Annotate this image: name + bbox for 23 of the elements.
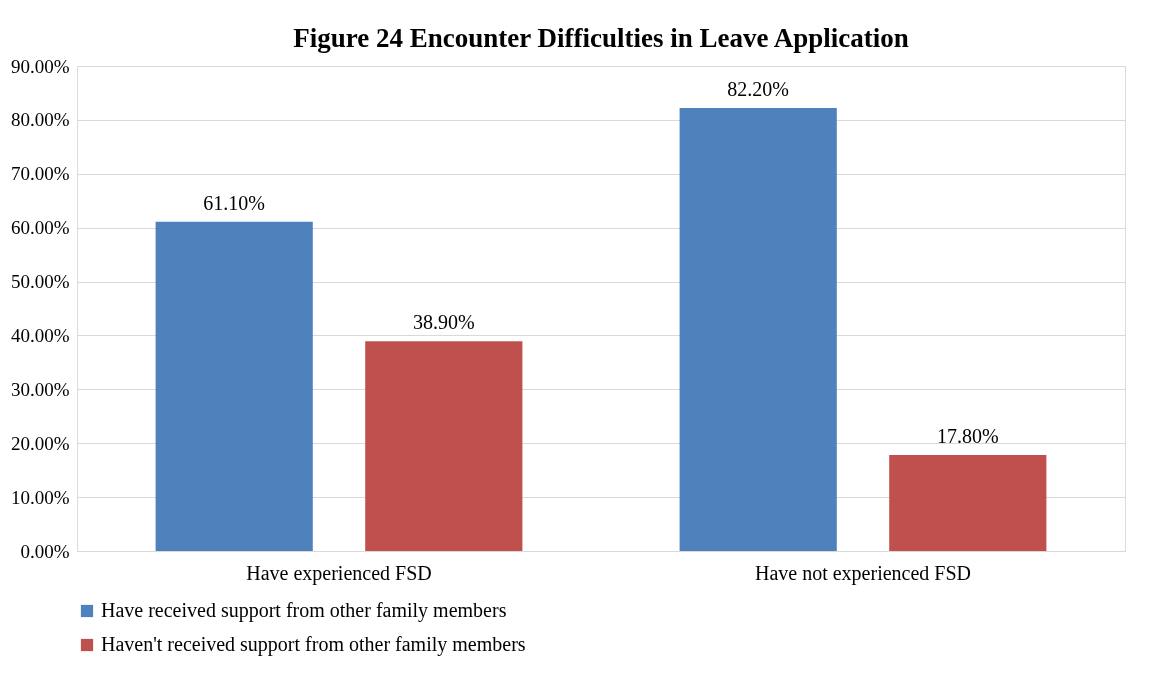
y-tick-label: 0.00% <box>20 540 70 562</box>
y-tick-label: 40.00% <box>10 324 70 346</box>
y-tick-label: 70.00% <box>10 163 70 185</box>
bar <box>679 108 837 551</box>
y-tick-label: 50.00% <box>10 271 70 293</box>
data-label: 17.80% <box>936 425 999 448</box>
y-tick-label: 80.00% <box>10 109 70 131</box>
bar <box>889 455 1047 551</box>
bar <box>365 341 523 551</box>
y-tick-label: 10.00% <box>10 486 70 508</box>
bar <box>155 221 313 551</box>
data-label: 82.20% <box>727 78 790 101</box>
y-tick-label: 20.00% <box>10 432 70 454</box>
y-tick-label: 60.00% <box>10 217 70 239</box>
data-label: 61.10% <box>203 191 266 214</box>
data-label: 38.90% <box>412 311 475 334</box>
y-tick-label: 30.00% <box>10 378 70 400</box>
y-tick-label: 90.00% <box>10 55 70 77</box>
chart-title: Figure 24 Encounter Difficulties in Leave Application <box>293 23 909 53</box>
legend-label: Haven't received support from other family members <box>101 633 526 656</box>
legend-label: Have received support from other family members <box>101 599 507 622</box>
x-tick-label: Have experienced FSD <box>246 561 432 585</box>
x-tick-label: Have not experienced FSD <box>754 561 972 585</box>
